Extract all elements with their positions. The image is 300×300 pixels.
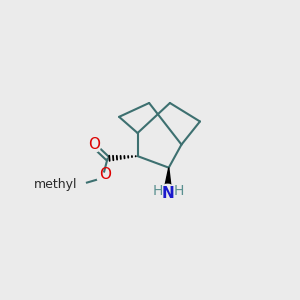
Text: H: H [174, 184, 184, 198]
Text: H: H [153, 184, 163, 198]
Text: N: N [162, 186, 175, 201]
Circle shape [159, 184, 176, 202]
Text: O: O [99, 167, 111, 182]
Circle shape [72, 178, 86, 192]
Text: O: O [88, 137, 100, 152]
Text: methyl: methyl [34, 178, 78, 191]
Circle shape [88, 139, 100, 152]
Polygon shape [164, 168, 172, 193]
Circle shape [98, 173, 108, 183]
